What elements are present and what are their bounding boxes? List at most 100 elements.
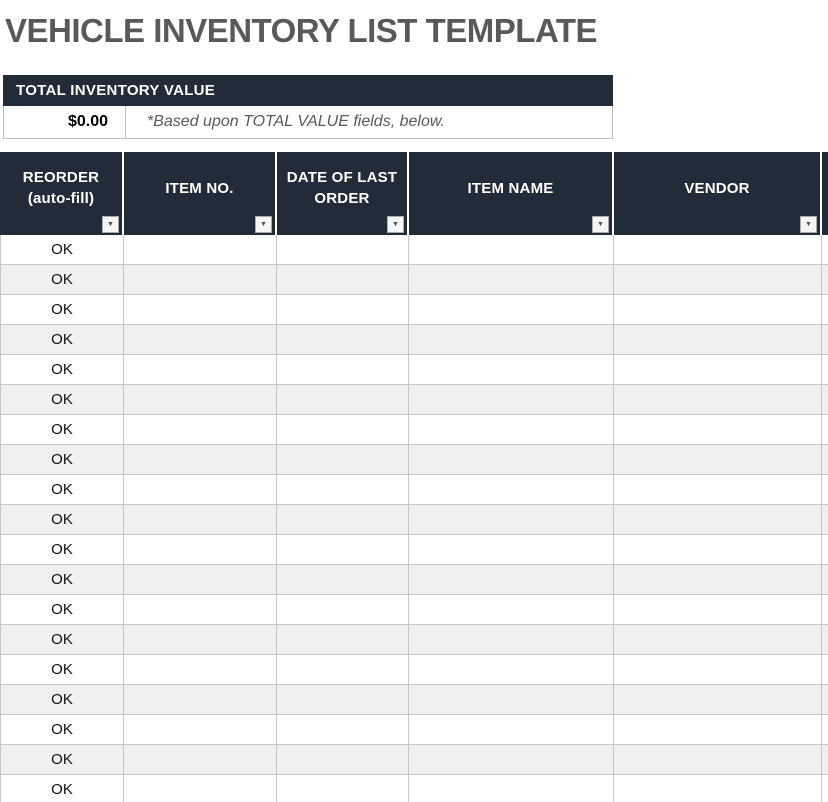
cell-vendor[interactable] <box>614 534 822 564</box>
cell-item_name[interactable] <box>409 654 614 684</box>
cell-vendor[interactable] <box>614 234 822 264</box>
cell-vendor[interactable] <box>614 354 822 384</box>
cell-date_of_last_order[interactable] <box>277 684 409 714</box>
cell-item_name[interactable] <box>409 294 614 324</box>
cell-item_name[interactable] <box>409 324 614 354</box>
cell-item_no[interactable] <box>124 354 277 384</box>
cell-date_of_last_order[interactable] <box>277 564 409 594</box>
cell-item_no[interactable] <box>124 414 277 444</box>
cell-reorder[interactable]: OK <box>0 534 124 564</box>
cell-item_name[interactable] <box>409 594 614 624</box>
cell-vendor[interactable] <box>614 474 822 504</box>
cell-date_of_last_order[interactable] <box>277 384 409 414</box>
cell-vendor[interactable] <box>614 294 822 324</box>
cell-vendor[interactable] <box>614 504 822 534</box>
cell-vendor[interactable] <box>614 594 822 624</box>
cell-reorder[interactable]: OK <box>0 354 124 384</box>
filter-dropdown-button[interactable]: ▼ <box>800 215 817 233</box>
cell-item_name[interactable] <box>409 234 614 264</box>
cell-date_of_last_order[interactable] <box>277 654 409 684</box>
cell-reorder[interactable]: OK <box>0 384 124 414</box>
cell-reorder[interactable]: OK <box>0 774 124 802</box>
cell-reorder[interactable]: OK <box>0 594 124 624</box>
cell-reorder[interactable]: OK <box>0 234 124 264</box>
cell-item_name[interactable] <box>409 774 614 802</box>
cell-date_of_last_order[interactable] <box>277 774 409 802</box>
cell-date_of_last_order[interactable] <box>277 714 409 744</box>
cell-item_no[interactable] <box>124 234 277 264</box>
cell-item_no[interactable] <box>124 534 277 564</box>
cell-vendor[interactable] <box>614 714 822 744</box>
cell-item_no[interactable] <box>124 594 277 624</box>
cell-item_no[interactable] <box>124 504 277 534</box>
cell-date_of_last_order[interactable] <box>277 594 409 624</box>
cell-date_of_last_order[interactable] <box>277 354 409 384</box>
cell-item_name[interactable] <box>409 384 614 414</box>
cell-reorder[interactable]: OK <box>0 474 124 504</box>
cell-date_of_last_order[interactable] <box>277 324 409 354</box>
cell-item_name[interactable] <box>409 444 614 474</box>
filter-dropdown-button[interactable]: ▼ <box>255 215 272 233</box>
cell-date_of_last_order[interactable] <box>277 444 409 474</box>
cell-item_name[interactable] <box>409 744 614 774</box>
cell-item_name[interactable] <box>409 564 614 594</box>
cell-date_of_last_order[interactable] <box>277 294 409 324</box>
cell-item_no[interactable] <box>124 294 277 324</box>
cell-date_of_last_order[interactable] <box>277 474 409 504</box>
cell-vendor[interactable] <box>614 324 822 354</box>
cell-item_no[interactable] <box>124 324 277 354</box>
filter-dropdown-button[interactable]: ▼ <box>592 215 609 233</box>
cell-item_no[interactable] <box>124 684 277 714</box>
cell-vendor[interactable] <box>614 684 822 714</box>
cell-item_no[interactable] <box>124 444 277 474</box>
cell-reorder[interactable]: OK <box>0 744 124 774</box>
cell-date_of_last_order[interactable] <box>277 624 409 654</box>
cell-reorder[interactable]: OK <box>0 684 124 714</box>
cell-reorder[interactable]: OK <box>0 504 124 534</box>
cell-item_no[interactable] <box>124 654 277 684</box>
cell-vendor[interactable] <box>614 264 822 294</box>
cell-reorder[interactable]: OK <box>0 444 124 474</box>
total-value-cell[interactable]: $0.00 <box>4 105 126 138</box>
cell-reorder[interactable]: OK <box>0 714 124 744</box>
cell-vendor[interactable] <box>614 444 822 474</box>
cell-item_name[interactable] <box>409 684 614 714</box>
cell-item_no[interactable] <box>124 774 277 802</box>
cell-vendor[interactable] <box>614 414 822 444</box>
cell-reorder[interactable]: OK <box>0 294 124 324</box>
cell-vendor[interactable] <box>614 384 822 414</box>
cell-date_of_last_order[interactable] <box>277 534 409 564</box>
cell-vendor[interactable] <box>614 774 822 802</box>
cell-reorder[interactable]: OK <box>0 564 124 594</box>
cell-item_no[interactable] <box>124 474 277 504</box>
cell-reorder[interactable]: OK <box>0 624 124 654</box>
cell-item_no[interactable] <box>124 384 277 414</box>
cell-item_name[interactable] <box>409 714 614 744</box>
cell-item_name[interactable] <box>409 624 614 654</box>
cell-item_name[interactable] <box>409 504 614 534</box>
cell-item_name[interactable] <box>409 414 614 444</box>
cell-date_of_last_order[interactable] <box>277 504 409 534</box>
cell-item_no[interactable] <box>124 264 277 294</box>
cell-date_of_last_order[interactable] <box>277 234 409 264</box>
cell-date_of_last_order[interactable] <box>277 744 409 774</box>
cell-item_name[interactable] <box>409 354 614 384</box>
cell-reorder[interactable]: OK <box>0 324 124 354</box>
cell-vendor[interactable] <box>614 564 822 594</box>
cell-item_no[interactable] <box>124 714 277 744</box>
filter-dropdown-button[interactable]: ▼ <box>387 215 404 233</box>
cell-reorder[interactable]: OK <box>0 414 124 444</box>
cell-item_no[interactable] <box>124 744 277 774</box>
cell-item_no[interactable] <box>124 624 277 654</box>
cell-reorder[interactable]: OK <box>0 264 124 294</box>
cell-item_name[interactable] <box>409 474 614 504</box>
cell-item_name[interactable] <box>409 264 614 294</box>
cell-vendor[interactable] <box>614 654 822 684</box>
cell-reorder[interactable]: OK <box>0 654 124 684</box>
cell-item_name[interactable] <box>409 534 614 564</box>
cell-vendor[interactable] <box>614 624 822 654</box>
filter-dropdown-button[interactable]: ▼ <box>102 215 119 233</box>
cell-date_of_last_order[interactable] <box>277 264 409 294</box>
cell-item_no[interactable] <box>124 564 277 594</box>
cell-vendor[interactable] <box>614 744 822 774</box>
